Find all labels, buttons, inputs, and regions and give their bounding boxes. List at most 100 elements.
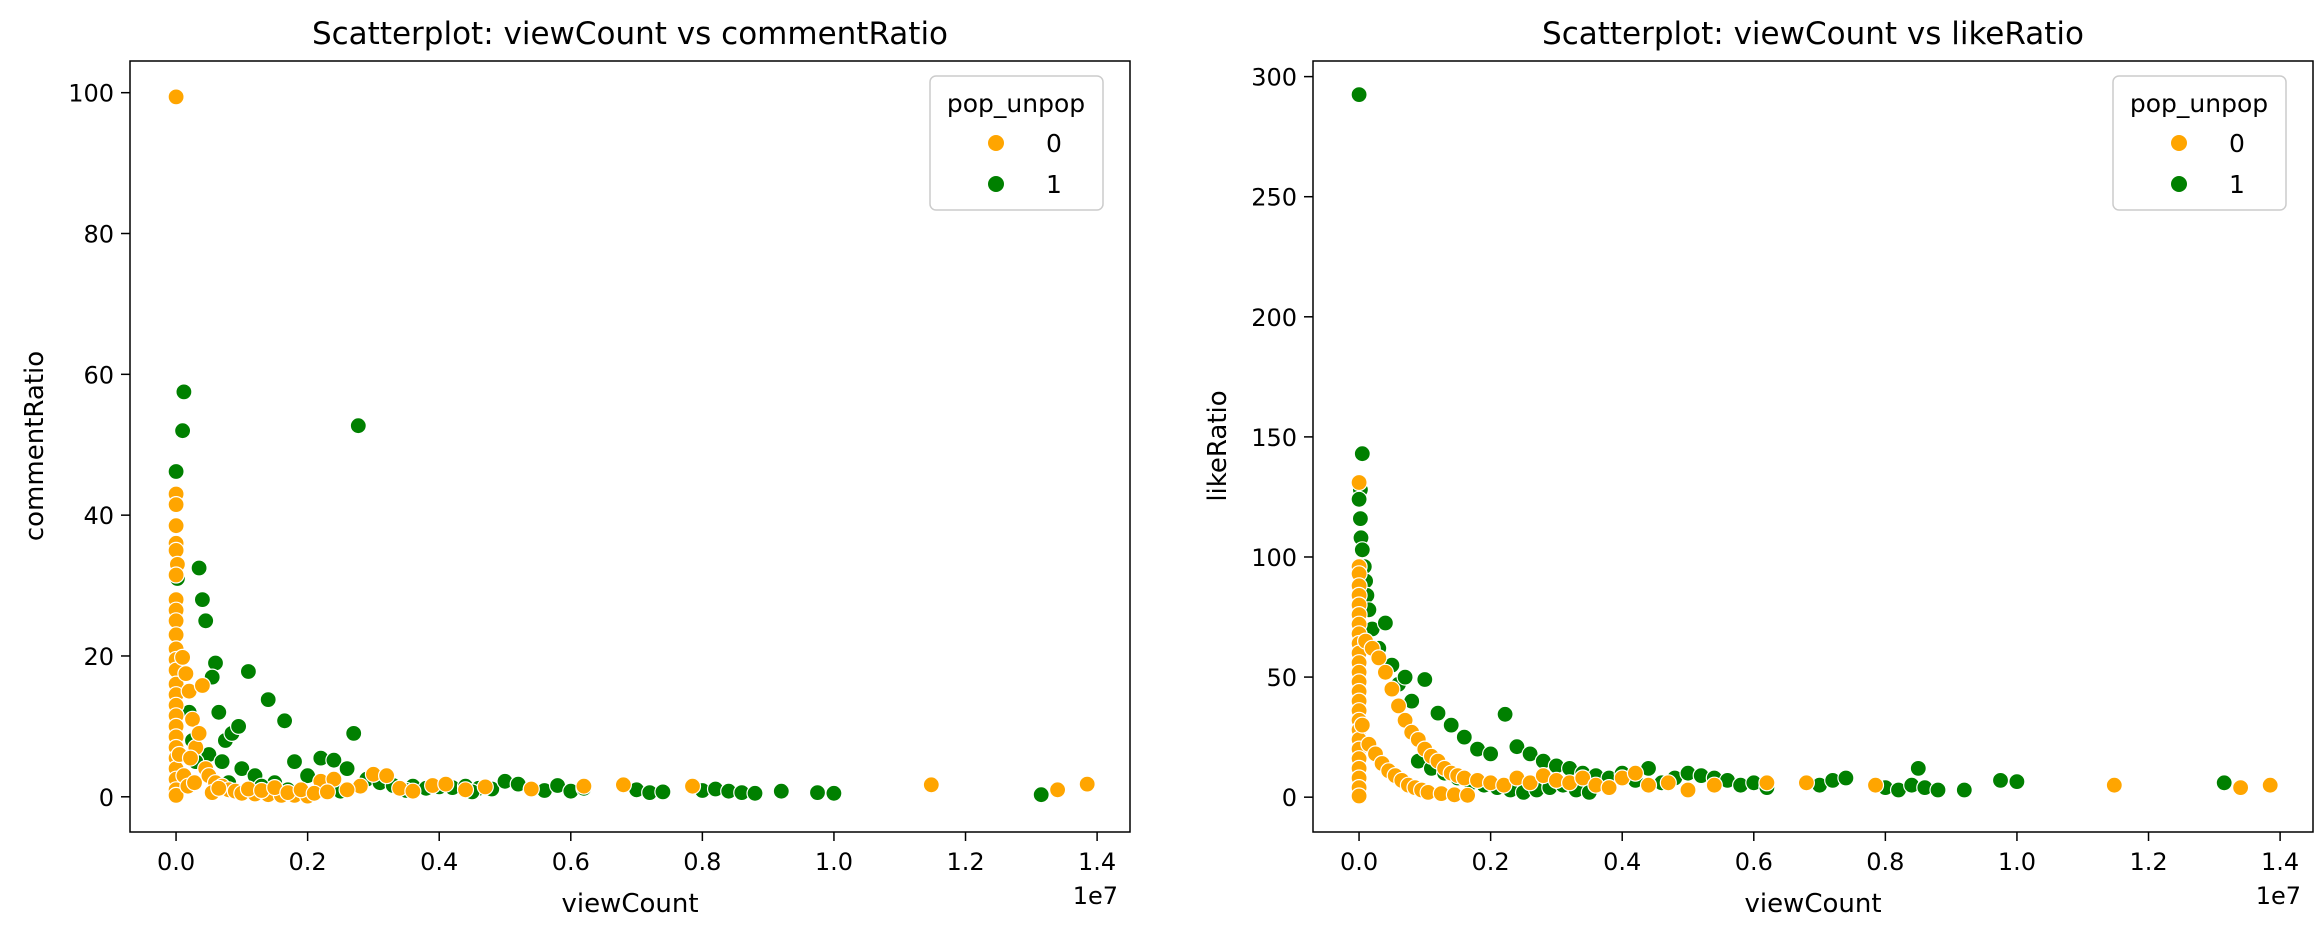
data-point-pop-1 — [206, 654, 225, 672]
data-point-pop-1 — [1353, 541, 1371, 559]
data-point-pop-1 — [1909, 759, 1927, 778]
data-point-pop-1 — [1351, 509, 1370, 528]
data-point-pop-0 — [614, 776, 633, 794]
data-point-pop-0 — [2261, 776, 2279, 794]
plot-frame — [1312, 60, 2314, 833]
chart-comment-ratio: Scatterplot: viewCount vs commentRatio 0… — [20, 16, 1131, 919]
y-axis-ticks: 0 50 100 150 200 250 300 — [1251, 64, 1313, 812]
data-point-pop-1 — [197, 612, 215, 630]
data-point-pop-0 — [1866, 776, 1885, 794]
data-point-pop-0 — [1383, 680, 1401, 698]
data-point-pop-1 — [259, 690, 277, 709]
legend: pop_unpop 0 1 — [929, 75, 1104, 211]
data-point-pop-1 — [1455, 728, 1473, 746]
x-tick-label: 0.2 — [289, 848, 327, 876]
data-point-pop-0 — [2105, 776, 2123, 794]
x-tick-label: 0.8 — [1866, 848, 1904, 876]
y-tick-label: 100 — [68, 80, 114, 108]
data-point-pop-1 — [1350, 490, 1368, 508]
data-point-pop-0 — [404, 782, 422, 800]
data-point-pop-1 — [1837, 769, 1855, 787]
y-tick-label: 300 — [1251, 64, 1297, 92]
x-axis-ticks: 0.0 0.2 0.4 0.6 0.8 1.0 1.2 1.4 — [157, 832, 1116, 876]
legend-title: pop_unpop — [2130, 89, 2268, 118]
legend-marker-0 — [2171, 135, 2187, 151]
data-point-pop-0 — [1659, 774, 1677, 792]
data-point-pop-0 — [437, 775, 455, 793]
data-point-pop-0 — [190, 724, 208, 743]
data-point-pop-0 — [1758, 774, 1776, 792]
data-point-pop-1 — [193, 590, 211, 609]
data-point-pop-0 — [1370, 649, 1388, 667]
legend: pop_unpop 0 1 — [2112, 75, 2287, 211]
data-point-pop-1 — [239, 662, 257, 681]
legend-label-1: 1 — [1046, 170, 1062, 199]
data-point-pop-1 — [808, 783, 827, 802]
data-point-pop-0 — [1797, 774, 1816, 792]
x-tick-label: 1.2 — [946, 848, 984, 876]
data-point-pop-1 — [1955, 781, 1973, 799]
data-point-pop-0 — [338, 781, 356, 799]
data-point-pop-0 — [1574, 769, 1592, 787]
legend-box — [2112, 75, 2287, 211]
data-point-pop-1 — [2008, 772, 2026, 791]
data-point-pop-0 — [1639, 776, 1658, 794]
data-point-pop-0 — [185, 774, 204, 792]
data-point-pop-0 — [318, 783, 336, 801]
x-tick-label: 0.6 — [1735, 848, 1773, 876]
x-tick-label: 0.6 — [552, 848, 590, 876]
data-point-pop-0 — [1521, 774, 1539, 792]
x-tick-label: 1.4 — [1078, 848, 1116, 876]
y-tick-label: 80 — [83, 221, 114, 249]
y-axis-label: commentRatio — [20, 351, 50, 541]
data-point-pop-0 — [167, 88, 185, 106]
data-point-pop-0 — [1600, 778, 1618, 797]
data-point-pop-1 — [276, 712, 294, 730]
data-point-pop-1 — [1350, 85, 1368, 104]
data-point-pop-0 — [378, 767, 396, 785]
data-point-pop-0 — [1376, 663, 1395, 681]
data-point-pop-0 — [177, 664, 195, 683]
data-point-pop-1 — [1929, 781, 1947, 799]
legend-marker-1 — [2171, 176, 2187, 192]
data-point-pop-0 — [1458, 786, 1477, 804]
data-point-pop-1 — [210, 703, 228, 721]
x-axis-ticks: 0.0 0.2 0.4 0.6 0.8 1.0 1.2 1.4 — [1340, 832, 2299, 876]
data-point-pop-1 — [1481, 745, 1500, 763]
data-point-pop-0 — [1389, 697, 1408, 715]
data-point-pop-0 — [1626, 764, 1645, 782]
data-point-pop-1 — [175, 383, 193, 401]
data-point-pop-0 — [1495, 776, 1513, 794]
y-axis-label: likeRatio — [1203, 390, 1233, 501]
data-point-pop-0 — [167, 566, 185, 584]
data-point-pop-1 — [213, 752, 231, 771]
data-point-pop-0 — [181, 749, 200, 767]
x-tick-label: 1.0 — [1998, 848, 2036, 876]
y-tick-label: 40 — [83, 502, 114, 530]
x-tick-label: 1.0 — [815, 848, 853, 876]
data-point-pop-0 — [575, 777, 593, 795]
x-tick-label: 1.4 — [2261, 848, 2299, 876]
data-point-pop-1 — [746, 784, 764, 802]
legend-marker-1 — [988, 176, 1004, 192]
x-axis-multiplier: 1e7 — [1073, 882, 1118, 910]
data-point-pop-1 — [1991, 771, 2010, 790]
x-tick-label: 1.2 — [2129, 848, 2167, 876]
x-tick-label: 0.0 — [1340, 848, 1378, 876]
legend-box — [929, 75, 1104, 211]
data-point-pop-1 — [1442, 716, 1460, 734]
data-point-pop-1 — [825, 784, 843, 802]
data-point-pop-0 — [193, 676, 211, 695]
y-tick-label: 0 — [1282, 784, 1297, 812]
data-point-pop-1 — [1429, 704, 1447, 722]
data-point-pop-1 — [230, 717, 248, 736]
data-point-pop-0 — [183, 710, 202, 728]
x-tick-label: 0.4 — [1603, 848, 1641, 876]
data-point-pop-1 — [338, 759, 356, 778]
data-point-pop-1 — [167, 462, 185, 481]
y-tick-label: 100 — [1251, 544, 1297, 572]
data-point-pop-1 — [1508, 738, 1526, 756]
x-tick-label: 0.0 — [157, 848, 195, 876]
x-axis-label: viewCount — [561, 889, 698, 919]
